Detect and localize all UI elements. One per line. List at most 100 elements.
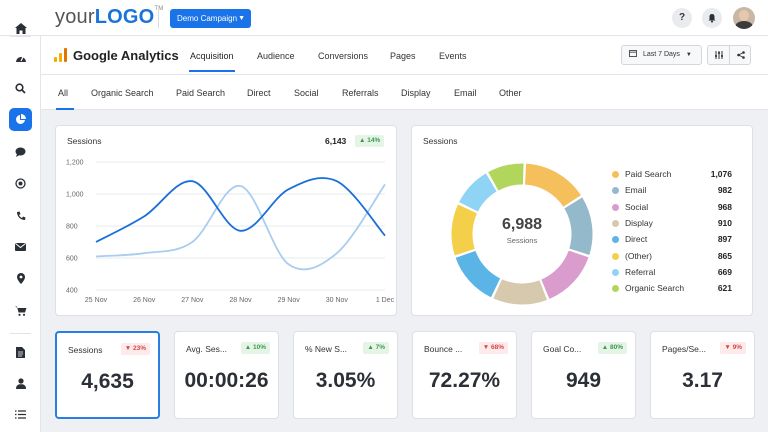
chat-icon[interactable] bbox=[9, 140, 32, 163]
page-title: Google Analytics bbox=[73, 48, 179, 63]
metric-card[interactable]: Pages/Se... ▼ 9% 3.17 bbox=[650, 331, 755, 419]
metric-card[interactable]: Sessions ▼ 23% 4,635 bbox=[55, 331, 160, 419]
avatar[interactable] bbox=[733, 7, 755, 29]
date-range-dropdown[interactable]: Last 7 Days ▼ bbox=[621, 45, 702, 65]
search-icon[interactable] bbox=[9, 77, 32, 100]
legend-item: Referral 669 bbox=[612, 266, 732, 280]
metric-card[interactable]: % New S... ▲ 7% 3.05% bbox=[293, 331, 398, 419]
subtab-email[interactable]: Email bbox=[454, 88, 477, 98]
legend-value: 982 bbox=[717, 185, 732, 196]
legend-label: Social bbox=[625, 201, 649, 212]
columns-settings-icon[interactable] bbox=[708, 46, 730, 64]
legend-swatch bbox=[612, 219, 619, 227]
pie-chart-icon[interactable] bbox=[9, 108, 32, 131]
campaign-label: Demo Campaign bbox=[177, 14, 238, 23]
campaign-dropdown[interactable]: Demo Campaign ▼ bbox=[170, 9, 251, 28]
donut-slice-organic-search[interactable] bbox=[486, 162, 525, 192]
legend-label: Organic Search bbox=[625, 283, 685, 294]
donut-center-value: 6,988 bbox=[501, 216, 543, 233]
y-tick-label: 600 bbox=[66, 256, 78, 263]
metric-label: Avg. Ses... bbox=[186, 344, 227, 354]
list-icon[interactable] bbox=[9, 403, 32, 426]
document-icon[interactable] bbox=[9, 341, 32, 364]
metric-change-badge: ▼ 23% bbox=[120, 343, 150, 355]
line-card-total: 6,143 bbox=[325, 136, 347, 146]
y-tick-label: 1,000 bbox=[66, 192, 84, 199]
subtab-social[interactable]: Social bbox=[294, 88, 319, 98]
phone-icon[interactable] bbox=[9, 204, 32, 227]
tab-pages[interactable]: Pages bbox=[390, 51, 416, 61]
top-bar: yourLOGOTM Demo Campaign ▼ ? bbox=[0, 0, 768, 36]
subtab-direct[interactable]: Direct bbox=[247, 88, 271, 98]
help-button[interactable]: ? bbox=[672, 8, 692, 28]
notifications-button[interactable] bbox=[702, 8, 722, 28]
legend-item: Social 968 bbox=[612, 201, 732, 215]
metric-label: Pages/Se... bbox=[662, 344, 706, 354]
tab-conversions[interactable]: Conversions bbox=[318, 51, 369, 61]
donut-legend: Paid Search 1,076 Email 982 Social 968 Display… bbox=[612, 168, 736, 298]
donut-slice-paid-search[interactable] bbox=[523, 162, 583, 209]
line-card-title: Sessions bbox=[67, 136, 102, 146]
metric-label: Bounce ... bbox=[424, 344, 463, 354]
legend-value: 1,076 bbox=[710, 169, 732, 179]
target-icon[interactable] bbox=[9, 172, 32, 195]
chevron-down-icon: ▼ bbox=[238, 15, 245, 22]
donut-center-label: Sessions bbox=[506, 236, 538, 245]
tab-events[interactable]: Events bbox=[439, 51, 467, 61]
subtab-paid-search[interactable]: Paid Search bbox=[176, 88, 226, 98]
legend-item: Email 982 bbox=[612, 184, 732, 198]
metric-card[interactable]: Avg. Ses... ▲ 10% 00:00:26 bbox=[174, 331, 279, 419]
tab-acquisition[interactable]: Acquisition bbox=[190, 51, 234, 61]
active-tab-indicator bbox=[189, 70, 235, 72]
share-icon[interactable] bbox=[730, 46, 751, 64]
brand-logo[interactable]: yourLOGOTM bbox=[55, 6, 163, 29]
sidebar bbox=[0, 23, 41, 432]
legend-item: Display 910 bbox=[612, 217, 732, 231]
donut-slice-direct[interactable] bbox=[454, 249, 502, 299]
chevron-down-icon: ▼ bbox=[685, 52, 692, 58]
home-icon[interactable] bbox=[9, 17, 32, 40]
legend-value: 910 bbox=[717, 217, 732, 228]
location-pin-icon[interactable] bbox=[9, 267, 32, 290]
active-subtab-indicator bbox=[56, 108, 74, 110]
date-range-label: Last 7 Days bbox=[642, 51, 680, 58]
mail-icon[interactable] bbox=[9, 235, 32, 258]
logo-strong: LOGO bbox=[94, 6, 155, 28]
user-icon[interactable] bbox=[9, 372, 32, 395]
x-tick-label: 26 Nov bbox=[133, 297, 156, 304]
metric-change-badge: ▲ 7% bbox=[363, 342, 389, 354]
subtab-all[interactable]: All bbox=[58, 88, 69, 98]
series-line-primary bbox=[95, 177, 386, 243]
tab-audience[interactable]: Audience bbox=[257, 51, 295, 61]
legend-swatch bbox=[612, 252, 619, 260]
y-tick-label: 400 bbox=[66, 288, 78, 295]
donut-slice-social[interactable] bbox=[540, 249, 590, 301]
dashboard-gauge-icon[interactable] bbox=[9, 47, 32, 70]
y-tick-label: 800 bbox=[66, 224, 78, 231]
metric-label: % New S... bbox=[305, 344, 348, 354]
metric-value: 00:00:26 bbox=[184, 369, 269, 392]
donut-slice-display[interactable] bbox=[491, 277, 549, 306]
legend-swatch bbox=[612, 203, 619, 211]
legend-label: Display bbox=[625, 217, 653, 228]
legend-label: Referral bbox=[625, 266, 656, 277]
subtab-display[interactable]: Display bbox=[401, 88, 431, 98]
donut-slice-email[interactable] bbox=[563, 196, 594, 257]
question-icon: ? bbox=[678, 12, 686, 23]
donut-slice-other[interactable] bbox=[450, 203, 479, 257]
metric-card[interactable]: Bounce ... ▼ 68% 72.27% bbox=[412, 331, 517, 419]
legend-item: Direct 897 bbox=[612, 233, 732, 247]
donut-slice-referral[interactable] bbox=[457, 172, 498, 213]
sessions-donut-card: Sessions 6,988 Sessions Paid Search 1,076… bbox=[411, 125, 753, 316]
legend-value: 669 bbox=[717, 266, 732, 277]
legend-swatch bbox=[612, 236, 619, 244]
x-tick-label: 29 Nov bbox=[278, 297, 301, 304]
series-line-secondary bbox=[95, 183, 386, 271]
cart-icon[interactable] bbox=[9, 299, 32, 322]
subtab-referrals[interactable]: Referrals bbox=[342, 88, 379, 98]
subtab-other[interactable]: Other bbox=[499, 88, 522, 98]
metric-card[interactable]: Goal Co... ▲ 80% 949 bbox=[531, 331, 636, 419]
metric-value: 72.27% bbox=[428, 369, 501, 392]
subtab-organic-search[interactable]: Organic Search bbox=[91, 88, 154, 98]
sessions-line-card: Sessions 6,143 ▲ 14% 1,200 1,000 800 600 400… bbox=[55, 125, 397, 316]
